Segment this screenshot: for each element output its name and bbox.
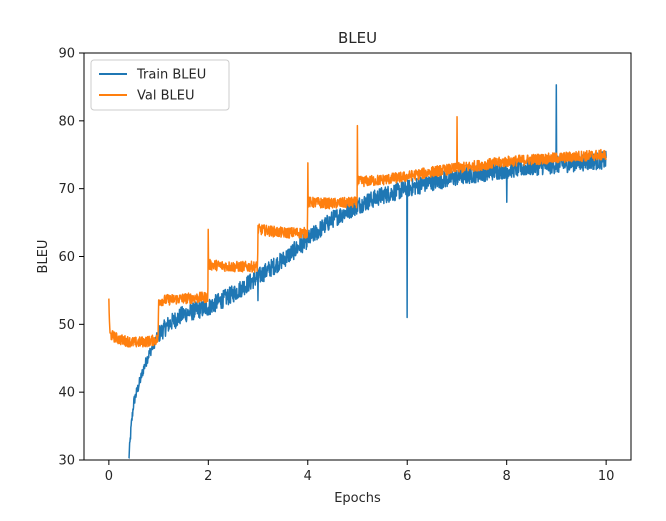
y-tick-label: 60 [58, 250, 75, 265]
series-line-val-bleu [108, 116, 607, 348]
y-axis: 30 40 50 60 70 80 90 [58, 47, 84, 469]
y-tick-label: 70 [58, 182, 75, 197]
y-axis-label: BLEU [36, 240, 51, 274]
chart-title: BLEU [338, 29, 377, 47]
x-tick-label: 6 [403, 469, 411, 484]
y-tick-label: 80 [58, 114, 75, 129]
legend-label-val-bleu: Val BLEU [137, 89, 194, 104]
legend-box [90, 59, 230, 111]
legend: Train BLEU Val BLEU [90, 59, 230, 111]
series-line-train-bleu [128, 84, 607, 459]
y-tick-label: 50 [58, 318, 75, 333]
x-tick-label: 2 [204, 469, 212, 484]
plot-frame [83, 52, 632, 461]
plot-area [108, 84, 607, 459]
y-tick-label: 30 [58, 454, 75, 469]
x-axis: 0 2 4 6 8 10 [105, 460, 615, 484]
x-tick-label: 0 [105, 469, 113, 484]
x-tick-label: 4 [304, 469, 312, 484]
x-axis-label: Epochs [334, 491, 381, 506]
y-tick-label: 90 [58, 47, 75, 62]
y-tick-label: 40 [58, 386, 75, 401]
x-tick-label: 8 [503, 469, 511, 484]
legend-label-train-bleu: Train BLEU [136, 68, 206, 83]
x-tick-label: 10 [598, 469, 615, 484]
